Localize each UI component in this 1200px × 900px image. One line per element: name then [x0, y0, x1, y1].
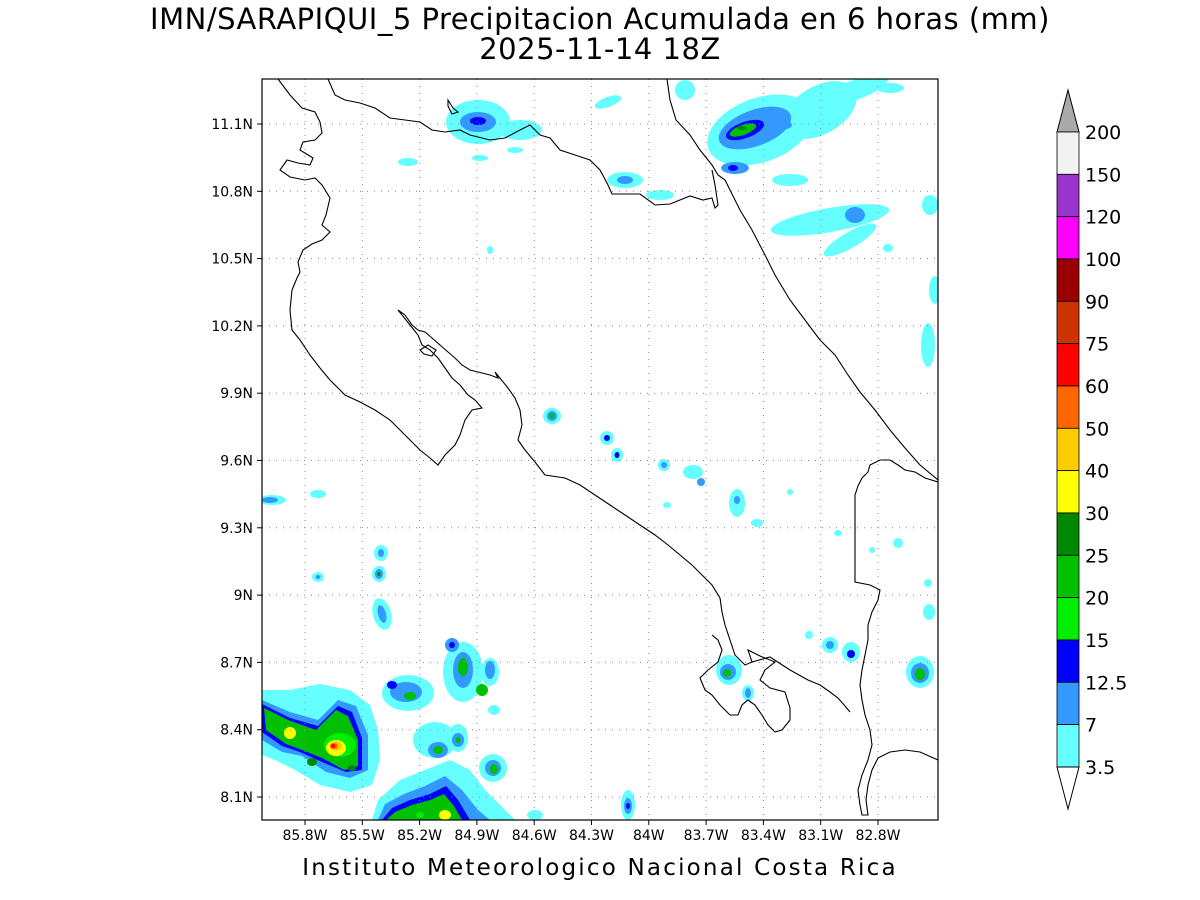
- lat-tick-label: 9.3N: [220, 521, 253, 537]
- latitude-axis: 11.1N 10.8N 10.5N 10.2N 9.9N 9.6N 9.3N 9N 8.7N 8.…: [211, 117, 262, 806]
- colorbar-swatch: [1056, 724, 1080, 768]
- colorbar-swatch: [1056, 300, 1080, 345]
- colorbar-label: 20: [1085, 588, 1109, 610]
- colorbar-label: 40: [1085, 461, 1109, 483]
- colorbar-label: 25: [1085, 545, 1109, 567]
- precipitation-layer: [262, 79, 938, 820]
- lon-tick-label: 84W: [633, 828, 665, 844]
- colorbar-swatch: [1056, 385, 1080, 429]
- colorbar-swatch: [1056, 597, 1080, 641]
- pacific-coast: [289, 289, 791, 733]
- colorbar-label: 100: [1085, 249, 1121, 271]
- lake-shore: [277, 79, 331, 291]
- colorbar-label: 150: [1085, 164, 1121, 186]
- colorbar-swatch: [1056, 470, 1080, 514]
- colorbar-label: 75: [1085, 334, 1109, 356]
- precip-cell: [398, 100, 542, 166]
- lake-island: [419, 344, 437, 357]
- colorbar-label: 15: [1085, 630, 1109, 652]
- colorbar-label: 30: [1085, 503, 1109, 525]
- colorbar-over-arrow: [1056, 88, 1080, 133]
- border-north: [327, 79, 719, 210]
- lat-tick-label: 9.6N: [220, 454, 253, 470]
- lon-tick-label: 84.3W: [569, 828, 614, 844]
- colorbar-swatch: [1056, 131, 1080, 175]
- lat-tick-label: 9N: [234, 588, 253, 604]
- precip-cell: [372, 638, 543, 820]
- colorbar-swatch: [1056, 343, 1080, 387]
- colorbar-swatch: [1056, 512, 1080, 556]
- colorbar-label: 50: [1085, 418, 1109, 440]
- footer-credit: Instituto Meteorologico Nacional Costa R…: [302, 855, 898, 881]
- colorbar-swatch: [1056, 258, 1080, 302]
- lat-tick-label: 9.9N: [220, 386, 253, 402]
- lat-tick-label: 8.7N: [220, 655, 253, 671]
- lon-tick-label: 85.2W: [397, 828, 442, 844]
- lat-tick-label: 8.4N: [220, 723, 253, 739]
- colorbar-swatch: [1056, 173, 1080, 218]
- colorbar-label: 60: [1085, 376, 1109, 398]
- precip-cell: [262, 684, 380, 792]
- longitude-axis: 85.8W 85.5W 85.2W 84.9W 84.6W 84.3W 84W 83.7W 83…: [282, 820, 901, 844]
- lon-tick-label: 83.4W: [741, 828, 786, 844]
- colorbar-label: 7: [1085, 715, 1097, 737]
- lake-inner: [447, 98, 460, 115]
- border-southeast: [854, 459, 938, 816]
- colorbar-label: 3.5: [1085, 757, 1115, 779]
- colorbar-label: 120: [1085, 207, 1121, 229]
- coastlines: [277, 79, 938, 816]
- lat-tick-label: 11.1N: [211, 117, 253, 133]
- lat-tick-label: 10.5N: [211, 252, 253, 268]
- lat-tick-label: 8.1N: [220, 790, 253, 806]
- lon-tick-label: 85.8W: [282, 828, 327, 844]
- colorbar-swatch: [1056, 639, 1080, 683]
- grid-lines: [262, 79, 938, 820]
- peninsula-coast: [751, 656, 851, 713]
- lon-tick-label: 83.7W: [684, 828, 729, 844]
- lat-tick-label: 10.8N: [211, 184, 253, 200]
- colorbar-label: 12.5: [1085, 672, 1127, 694]
- lon-tick-label: 84.6W: [512, 828, 557, 844]
- colorbar: 200 150 120 100 90 75 60 50 40 30 25 20 15 12.5 7 3.5: [1056, 88, 1127, 811]
- plot-background: [262, 79, 938, 820]
- lat-tick-label: 10.2N: [211, 319, 253, 335]
- lon-tick-label: 85.5W: [340, 828, 385, 844]
- lon-tick-label: 84.9W: [454, 828, 499, 844]
- map-title: IMN/SARAPIQUI_5 Precipitacion Acumulada …: [150, 2, 1050, 36]
- colorbar-label: 90: [1085, 291, 1109, 313]
- colorbar-label: 200: [1085, 122, 1121, 144]
- precip-cell: [262, 408, 903, 553]
- caribbean-coast: [666, 79, 938, 481]
- lon-tick-label: 82.8W: [855, 828, 900, 844]
- colorbar-under-arrow: [1056, 766, 1080, 811]
- colorbar-swatch: [1056, 216, 1080, 260]
- map-frame-border: [261, 78, 939, 821]
- colorbar-swatch: [1056, 681, 1080, 726]
- colorbar-swatch: [1056, 427, 1080, 472]
- map-datetime: 2025-11-14 18Z: [479, 32, 721, 66]
- lon-tick-label: 83.1W: [798, 828, 843, 844]
- precip-cell: [312, 545, 935, 820]
- colorbar-swatch: [1056, 554, 1080, 599]
- map-frame: [262, 79, 938, 820]
